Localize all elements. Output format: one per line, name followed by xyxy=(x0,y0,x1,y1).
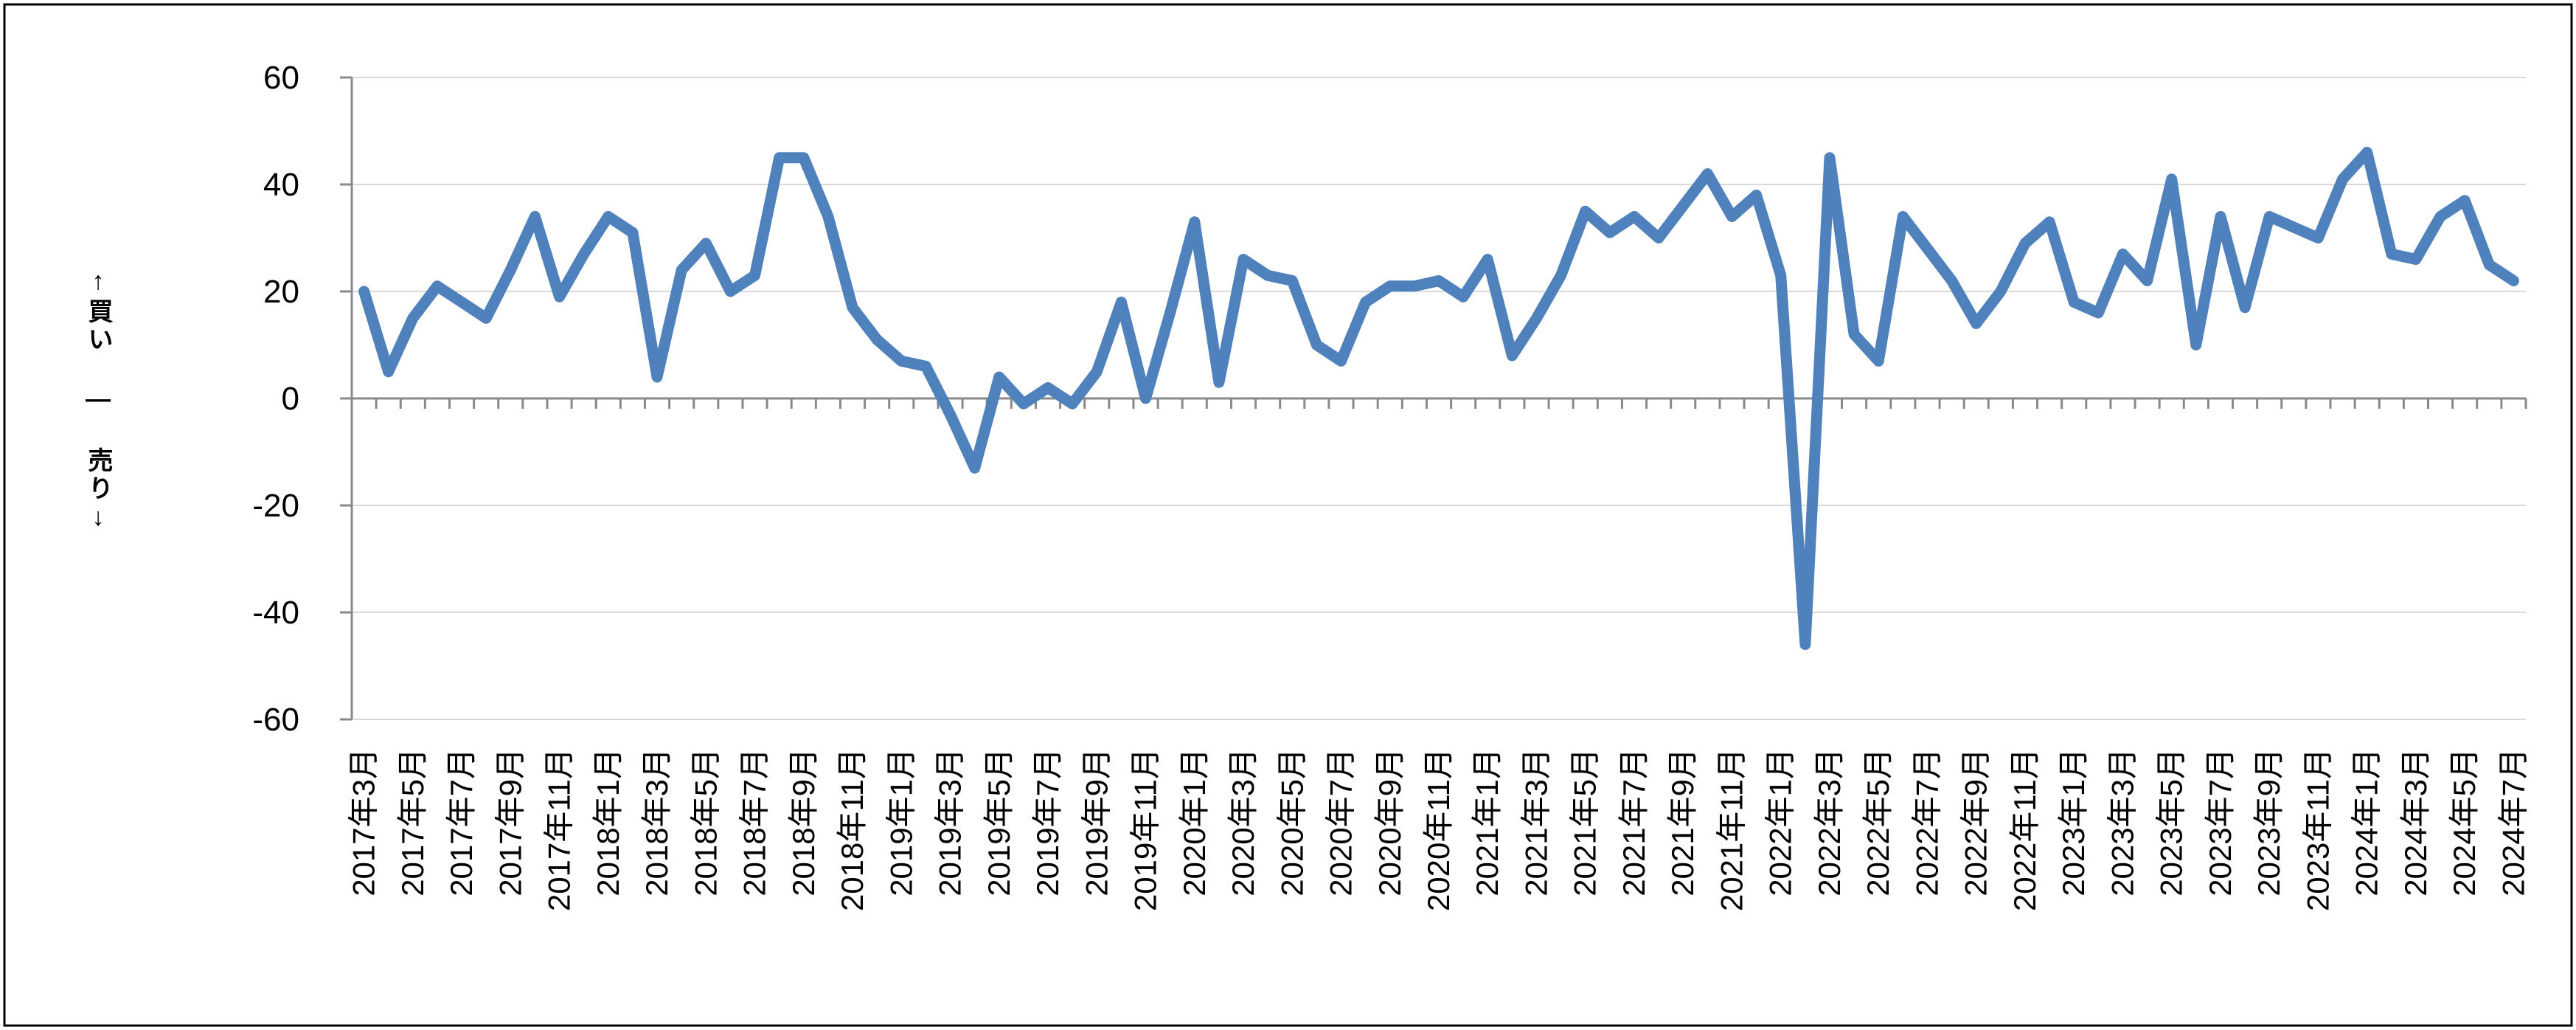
x-tick-label: 2022年11月 xyxy=(2007,748,2042,911)
x-tick-label: 2022年1月 xyxy=(1763,748,1798,896)
x-tick-label: 2024年1月 xyxy=(2350,748,2384,896)
x-tick-label: 2018年5月 xyxy=(688,748,723,896)
x-tick-label: 2021年5月 xyxy=(1568,748,1603,896)
x-tick-label: 2019年5月 xyxy=(982,748,1016,896)
x-tick-label: 2018年11月 xyxy=(835,748,869,911)
y-tick-label: 40 xyxy=(263,167,299,203)
y-tick-label: -60 xyxy=(252,702,299,738)
gridlines xyxy=(352,77,2526,720)
x-tick-label: 2020年1月 xyxy=(1177,748,1212,896)
y-tick-labels: 60 40 20 0 -20 -40 -60 xyxy=(252,60,299,738)
x-tick-label: 2020年9月 xyxy=(1372,748,1407,896)
x-tick-label: 2017年11月 xyxy=(542,748,577,911)
x-tick-label: 2018年9月 xyxy=(786,748,821,896)
x-tick-label: 2023年7月 xyxy=(2203,748,2237,896)
x-tick-label: 2024年3月 xyxy=(2398,748,2433,896)
x-tick-label: 2022年7月 xyxy=(1909,748,1944,896)
x-tick-labels: 2017年3月 2017年5月 2017年7月 2017年9月 2017年11月 2018… xyxy=(347,748,2531,911)
x-tick-label: 2021年9月 xyxy=(1665,748,1700,896)
x-tick-label: 2017年3月 xyxy=(347,748,381,896)
x-tick-label: 2019年1月 xyxy=(883,748,918,896)
x-tick-label: 2020年5月 xyxy=(1274,748,1309,896)
x-tick-label: 2019年3月 xyxy=(933,748,968,896)
x-tick-label: 2023年3月 xyxy=(2105,748,2139,896)
x-tick-label: 2020年7月 xyxy=(1324,748,1358,896)
x-tick-label: 2023年11月 xyxy=(2300,748,2335,911)
x-tick-label: 2018年1月 xyxy=(591,748,625,896)
figure-border xyxy=(3,3,2573,1027)
x-tick-label: 2024年5月 xyxy=(2447,748,2482,896)
series-lines xyxy=(358,147,2519,650)
x-tick-label: 2019年7月 xyxy=(1030,748,1065,896)
x-tick-label: 2019年11月 xyxy=(1128,748,1163,911)
x-tick-label: 2019年9月 xyxy=(1079,748,1114,896)
x-tick-label: 2021年1月 xyxy=(1470,748,1504,896)
x-tick-label: 2023年1月 xyxy=(2056,748,2091,896)
x-tick-label: 2017年5月 xyxy=(395,748,430,896)
y-tick-label: -20 xyxy=(252,488,299,524)
x-tick-label: 2023年9月 xyxy=(2252,748,2286,896)
x-tick-label: 2021年11月 xyxy=(1714,748,1749,911)
y-tick-label: 60 xyxy=(263,60,299,96)
x-tick-label: 2024年7月 xyxy=(2496,748,2530,896)
x-tick-label: 2017年9月 xyxy=(493,748,527,896)
y-tick-label: 20 xyxy=(263,274,299,310)
x-tick-label: 2022年9月 xyxy=(1959,748,1993,896)
x-tick-label: 2021年7月 xyxy=(1617,748,1651,896)
y-tick-label: -40 xyxy=(252,595,299,631)
x-tick-label: 2023年5月 xyxy=(2154,748,2189,896)
x-tick-label: 2018年7月 xyxy=(737,748,772,896)
x-tick-label: 2022年5月 xyxy=(1861,748,1895,896)
x-tick-label: 2020年11月 xyxy=(1421,748,1456,911)
x-tick-label: 2017年7月 xyxy=(444,748,479,896)
y-tick-label: 0 xyxy=(282,381,299,417)
x-tick-label: 2021年3月 xyxy=(1518,748,1553,896)
x-tick-label: 2020年3月 xyxy=(1226,748,1260,896)
x-tick-label: 2022年3月 xyxy=(1812,748,1847,896)
axes xyxy=(340,77,2526,719)
y-axis-title: ↑買い ― 売り↓ xyxy=(84,267,112,534)
x-tick-label: 2018年3月 xyxy=(639,748,674,896)
series-line xyxy=(358,147,2519,650)
